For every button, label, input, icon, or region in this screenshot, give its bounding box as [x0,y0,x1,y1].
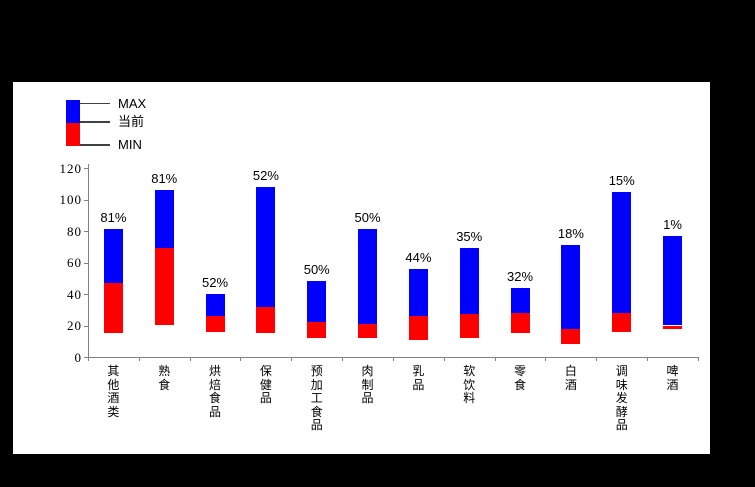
bar-min-segment [256,306,276,334]
y-axis-tick [84,199,88,201]
x-category-label: 预 加 工 食 品 [310,364,323,432]
bar-min-segment [561,328,581,345]
y-axis-tick [84,168,88,169]
bar-min-segment [612,312,632,332]
y-axis-tick [84,357,88,358]
y-axis-tick-label: 100 [59,192,82,207]
x-category-label: 白 酒 [564,364,577,392]
bar-max-segment [459,248,479,315]
bar-min-segment [307,322,327,339]
bar-percent-label: 50% [354,210,381,226]
bar-min-segment [154,248,174,326]
bar-percent-label: 32% [507,268,534,284]
bar-max-segment [663,235,683,326]
y-axis-line [88,164,89,358]
x-category-label: 其 他 酒 类 [107,364,120,419]
x-category-label: 零 食 [514,364,527,392]
y-axis-tick-label: 80 [67,223,82,239]
y-axis-tick-label: 20 [67,318,82,333]
bar-max-segment [154,190,174,249]
bar-min-segment [510,312,530,334]
bar-percent-label: 52% [202,275,229,290]
bar-max-segment [103,229,123,283]
bar-max-segment [205,294,225,317]
x-axis-tick [545,357,547,361]
bar-percent-label: 81% [151,171,178,187]
x-axis-tick [494,357,496,361]
x-axis-tick [443,357,445,361]
x-axis-tick [240,357,242,361]
x-category-label: 啤 酒 [666,364,679,392]
y-axis-tick-label: 0 [74,349,82,365]
x-axis-tick [291,357,293,361]
bar-percent-label: 44% [405,249,432,265]
legend-label-current: 当前 [118,114,145,129]
y-axis-tick [84,325,88,327]
x-axis-tick [392,357,394,361]
x-category-label: 熟 食 [158,364,171,392]
x-category-label: 保 健 品 [259,364,272,405]
chart-panel: MAX 当前 MIN 0 20 40 60 80 100 120 81% 其 他 酒 类 81% 熟… [13,82,710,454]
y-axis-tick-label: 40 [67,286,82,302]
bar-max-segment [256,186,276,307]
legend-min-swatch [66,123,80,146]
x-category-label: 肉 制 品 [361,364,374,405]
bar-min-segment [103,282,123,334]
bar-min-segment [408,316,428,340]
y-axis-tick-label: 60 [67,255,82,270]
y-axis-tick [84,294,88,295]
bar-max-segment [307,281,327,323]
x-category-label: 乳 品 [412,364,425,392]
bar-max-segment [408,268,428,317]
bar-min-segment [205,316,225,332]
legend-label-min: MIN [118,137,142,152]
bar-percent-label: 15% [608,172,635,188]
bar-percent-label: 35% [456,229,483,245]
bar-percent-label: 81% [100,210,127,226]
y-axis-tick-label: 120 [59,160,82,176]
bar-max-segment [510,287,530,313]
bar-percent-label: 50% [303,262,330,278]
legend-connector-line-max [71,102,110,104]
x-axis-tick [138,357,140,361]
x-axis-tick [88,357,89,361]
bar-max-segment [358,229,378,324]
bar-min-segment [358,323,378,339]
bar-min-segment [663,325,683,329]
bar-min-segment [459,314,479,339]
y-axis-tick [84,231,88,232]
bar-percent-label: 1% [663,216,682,232]
x-axis-tick [342,357,344,361]
x-axis-tick [697,357,699,361]
legend-max-swatch [66,100,80,123]
x-axis-tick [596,357,598,361]
legend-connector-line-current [71,121,110,123]
y-axis-tick [84,262,88,264]
x-axis-tick [189,357,191,361]
x-axis-tick [647,357,649,361]
legend-label-max: MAX [118,95,147,111]
x-category-label: 烘 焙 食 品 [209,364,222,419]
legend-connector-line-min [71,144,110,146]
bar-max-segment [561,245,581,329]
x-category-label: 软 饮 料 [463,364,476,405]
bar-percent-label: 52% [252,167,279,183]
bar-percent-label: 18% [557,226,584,242]
x-category-label: 调 味 发 酵 品 [615,364,628,432]
bar-max-segment [612,191,632,313]
